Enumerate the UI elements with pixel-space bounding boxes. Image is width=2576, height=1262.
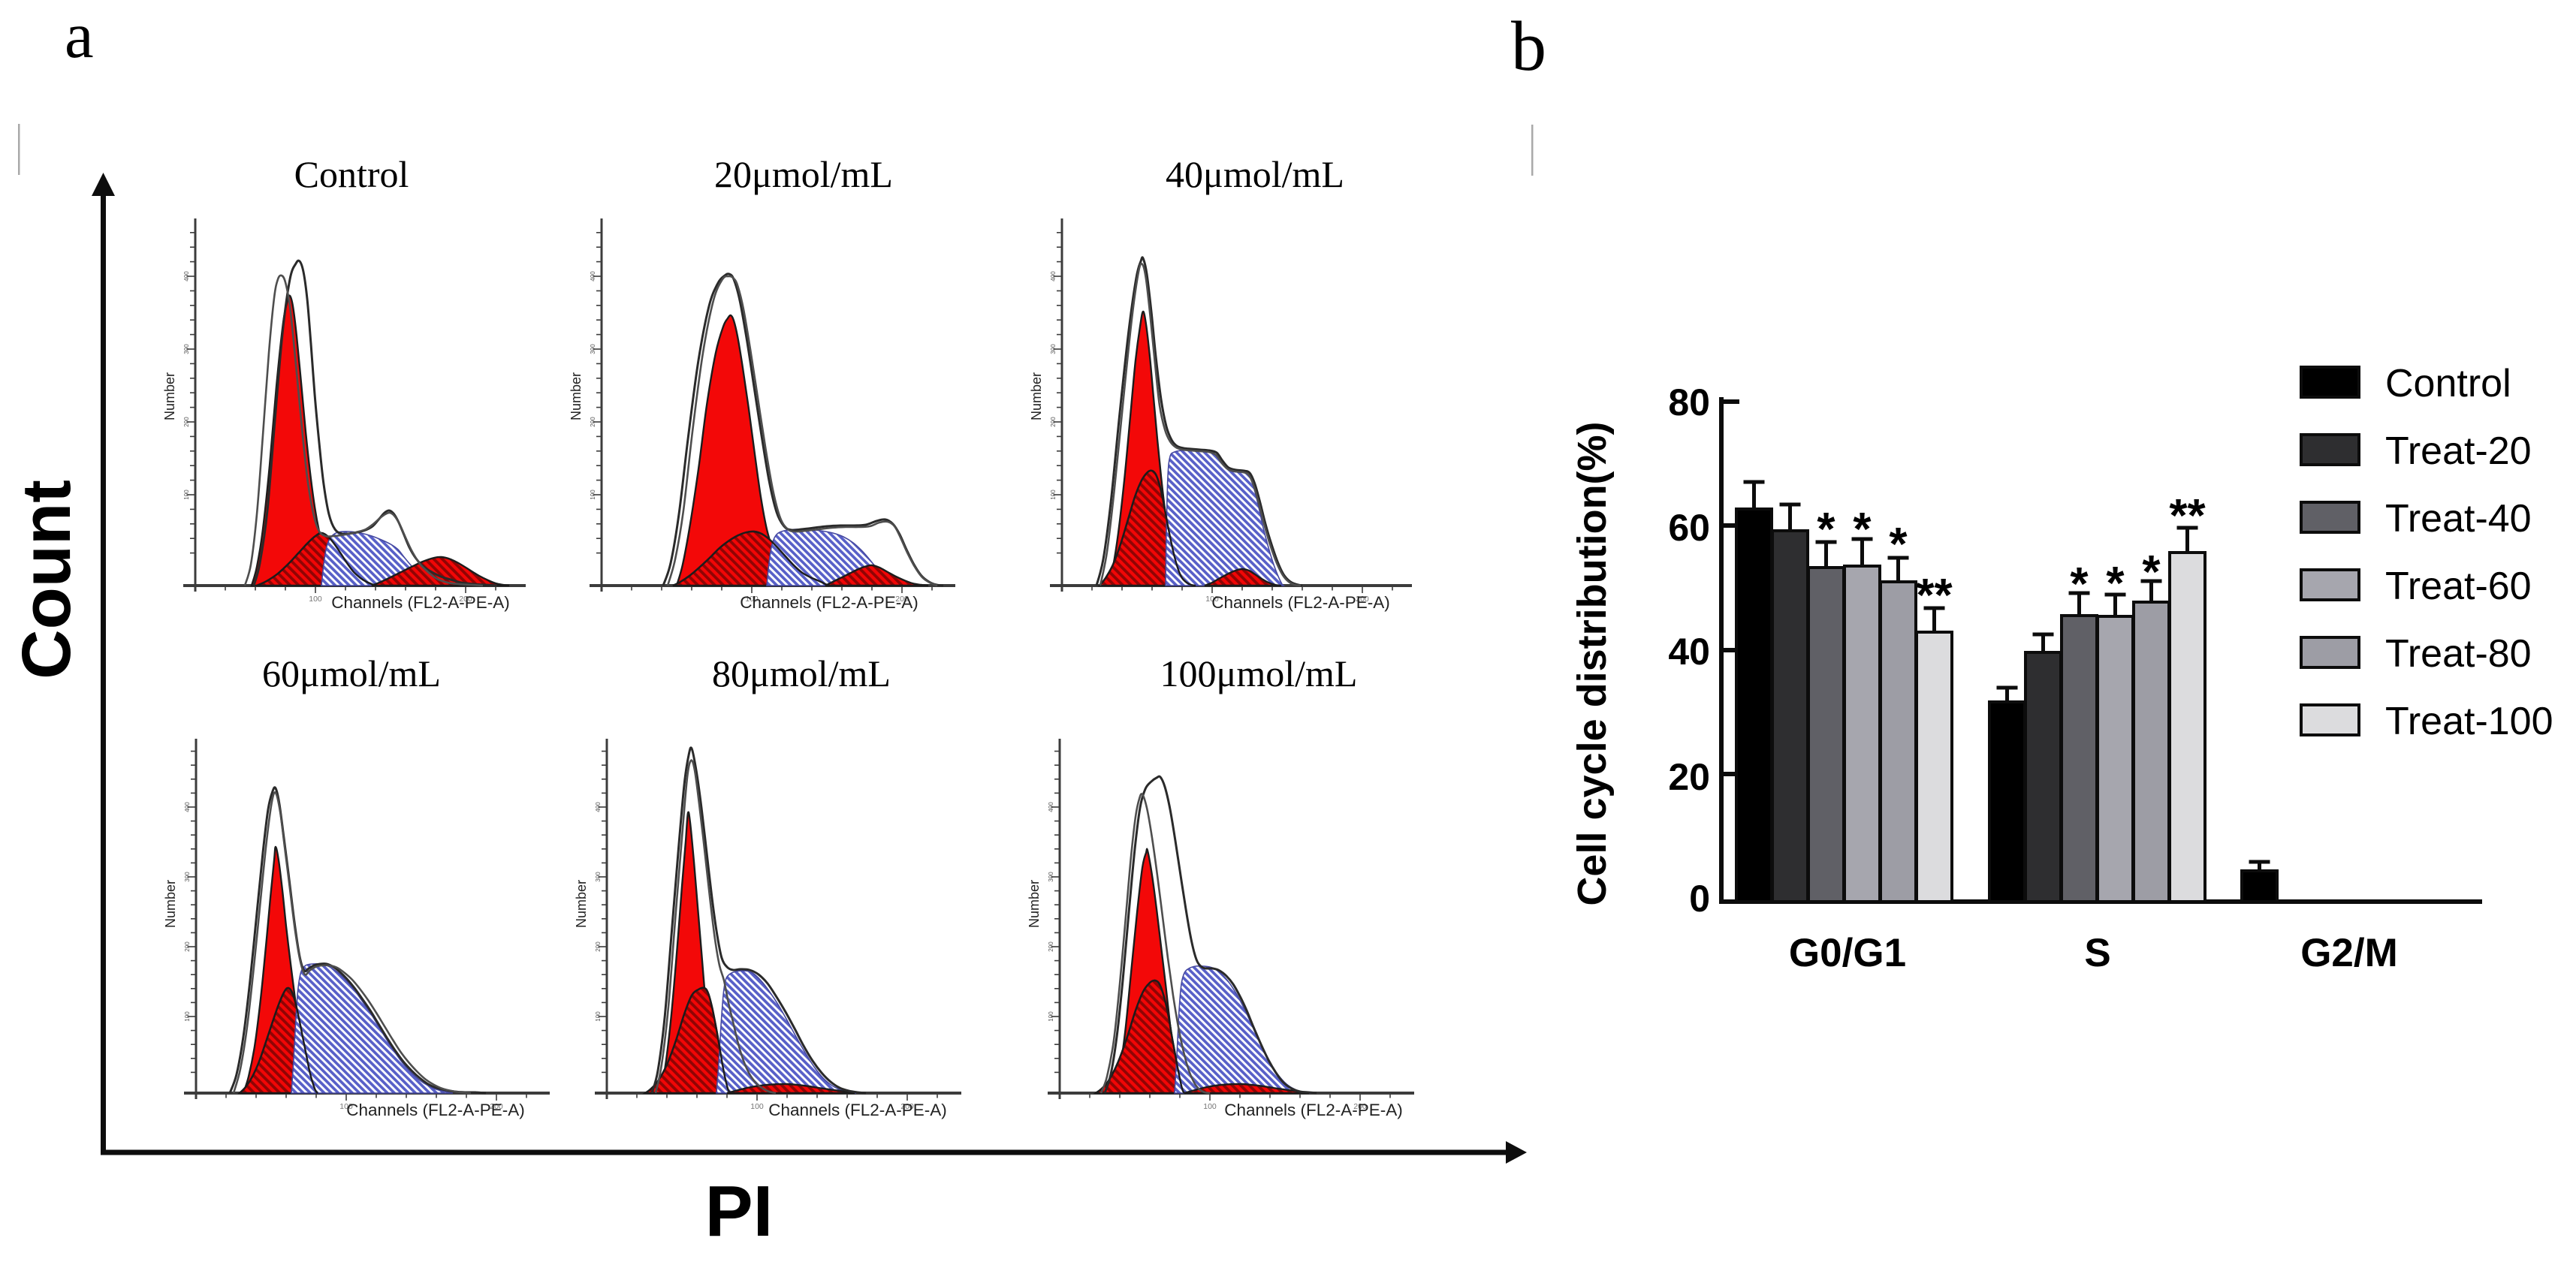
svg-text:a: a: [65, 0, 94, 71]
svg-text:Number: Number: [1027, 880, 1042, 928]
svg-text:200: 200: [490, 1102, 503, 1111]
svg-text:Control: Control: [294, 153, 409, 195]
svg-text:*: *: [2142, 547, 2161, 598]
svg-text:100: 100: [1205, 595, 1219, 604]
svg-text:100: 100: [183, 489, 190, 500]
svg-text:100: 100: [595, 1011, 602, 1022]
svg-text:PI: PI: [705, 1171, 774, 1251]
svg-text:0: 0: [1689, 878, 1710, 920]
svg-text:100: 100: [590, 489, 596, 500]
svg-text:Number: Number: [163, 880, 178, 928]
svg-text:80μmol/mL: 80μmol/mL: [712, 652, 891, 694]
svg-text:*: *: [1817, 504, 1835, 556]
svg-text:Treat-40: Treat-40: [2385, 497, 2532, 541]
svg-text:Number: Number: [574, 880, 589, 928]
svg-text:Cell cycle distribution(%): Cell cycle distribution(%): [1570, 421, 1615, 905]
svg-text:Channels (FL2-A-PE-A): Channels (FL2-A-PE-A): [1211, 593, 1390, 612]
svg-text:300: 300: [1050, 344, 1057, 354]
svg-text:Number: Number: [569, 372, 584, 420]
svg-text:S: S: [2084, 931, 2110, 975]
svg-text:200: 200: [183, 417, 190, 427]
svg-text:100: 100: [184, 1011, 191, 1022]
svg-text:40μmol/mL: 40μmol/mL: [1166, 153, 1344, 195]
svg-text:100: 100: [1048, 1011, 1054, 1022]
svg-text:200: 200: [1050, 417, 1057, 427]
svg-text:300: 300: [183, 344, 190, 354]
svg-text:200: 200: [900, 1102, 914, 1111]
svg-text:300: 300: [595, 872, 602, 882]
svg-text:100: 100: [1050, 489, 1057, 500]
svg-text:b: b: [1511, 8, 1546, 86]
svg-text:400: 400: [590, 271, 596, 282]
svg-text:Number: Number: [162, 372, 177, 420]
svg-text:400: 400: [1050, 271, 1057, 282]
svg-text:80: 80: [1668, 381, 1710, 423]
svg-text:20: 20: [1668, 756, 1710, 798]
svg-text:Treat-60: Treat-60: [2385, 565, 2532, 608]
svg-text:400: 400: [184, 802, 191, 812]
svg-text:200: 200: [895, 595, 909, 604]
svg-text:100μmol/mL: 100μmol/mL: [1160, 652, 1358, 694]
svg-text:*: *: [2070, 559, 2089, 610]
svg-text:Treat-100: Treat-100: [2385, 700, 2553, 743]
svg-text:60μmol/mL: 60μmol/mL: [262, 652, 441, 694]
svg-text:40: 40: [1668, 631, 1710, 673]
svg-text:**: **: [2169, 490, 2206, 542]
svg-text:60: 60: [1668, 507, 1710, 549]
svg-text:G0/G1: G0/G1: [1789, 931, 1906, 975]
svg-text:G2/M: G2/M: [2300, 931, 2398, 975]
svg-text:300: 300: [184, 872, 191, 882]
svg-text:100: 100: [339, 1102, 353, 1111]
svg-text:Count: Count: [8, 480, 85, 679]
svg-text:400: 400: [183, 271, 190, 282]
svg-text:200: 200: [1048, 941, 1054, 952]
svg-text:300: 300: [1048, 872, 1054, 882]
svg-text:Channels (FL2-A-PE-A): Channels (FL2-A-PE-A): [346, 1101, 525, 1119]
svg-text:200: 200: [590, 417, 596, 427]
svg-text:Control: Control: [2385, 362, 2511, 405]
svg-text:100: 100: [750, 1102, 764, 1111]
svg-text:100: 100: [309, 595, 322, 604]
svg-text:Channels (FL2-A-PE-A): Channels (FL2-A-PE-A): [740, 593, 918, 612]
svg-text:Channels (FL2-A-PE-A): Channels (FL2-A-PE-A): [1224, 1101, 1403, 1119]
svg-text:*: *: [1889, 519, 1908, 571]
svg-text:Treat-20: Treat-20: [2385, 429, 2532, 473]
svg-text:*: *: [2106, 558, 2125, 610]
svg-text:Treat-80: Treat-80: [2385, 632, 2532, 676]
svg-text:20μmol/mL: 20μmol/mL: [714, 153, 893, 195]
svg-text:*: *: [1853, 504, 1872, 556]
svg-text:200: 200: [459, 595, 472, 604]
svg-text:400: 400: [595, 802, 602, 812]
svg-text:300: 300: [590, 344, 596, 354]
svg-text:**: **: [1916, 570, 1953, 622]
svg-text:100: 100: [745, 595, 759, 604]
svg-text:Number: Number: [1029, 372, 1044, 420]
svg-text:Channels (FL2-A-PE-A): Channels (FL2-A-PE-A): [331, 593, 510, 612]
svg-text:200: 200: [1353, 1102, 1367, 1111]
svg-text:200: 200: [1356, 595, 1369, 604]
svg-text:400: 400: [1048, 802, 1054, 812]
svg-text:200: 200: [184, 941, 191, 952]
svg-text:100: 100: [1203, 1102, 1217, 1111]
svg-text:Channels (FL2-A-PE-A): Channels (FL2-A-PE-A): [768, 1101, 947, 1119]
svg-text:200: 200: [595, 941, 602, 952]
